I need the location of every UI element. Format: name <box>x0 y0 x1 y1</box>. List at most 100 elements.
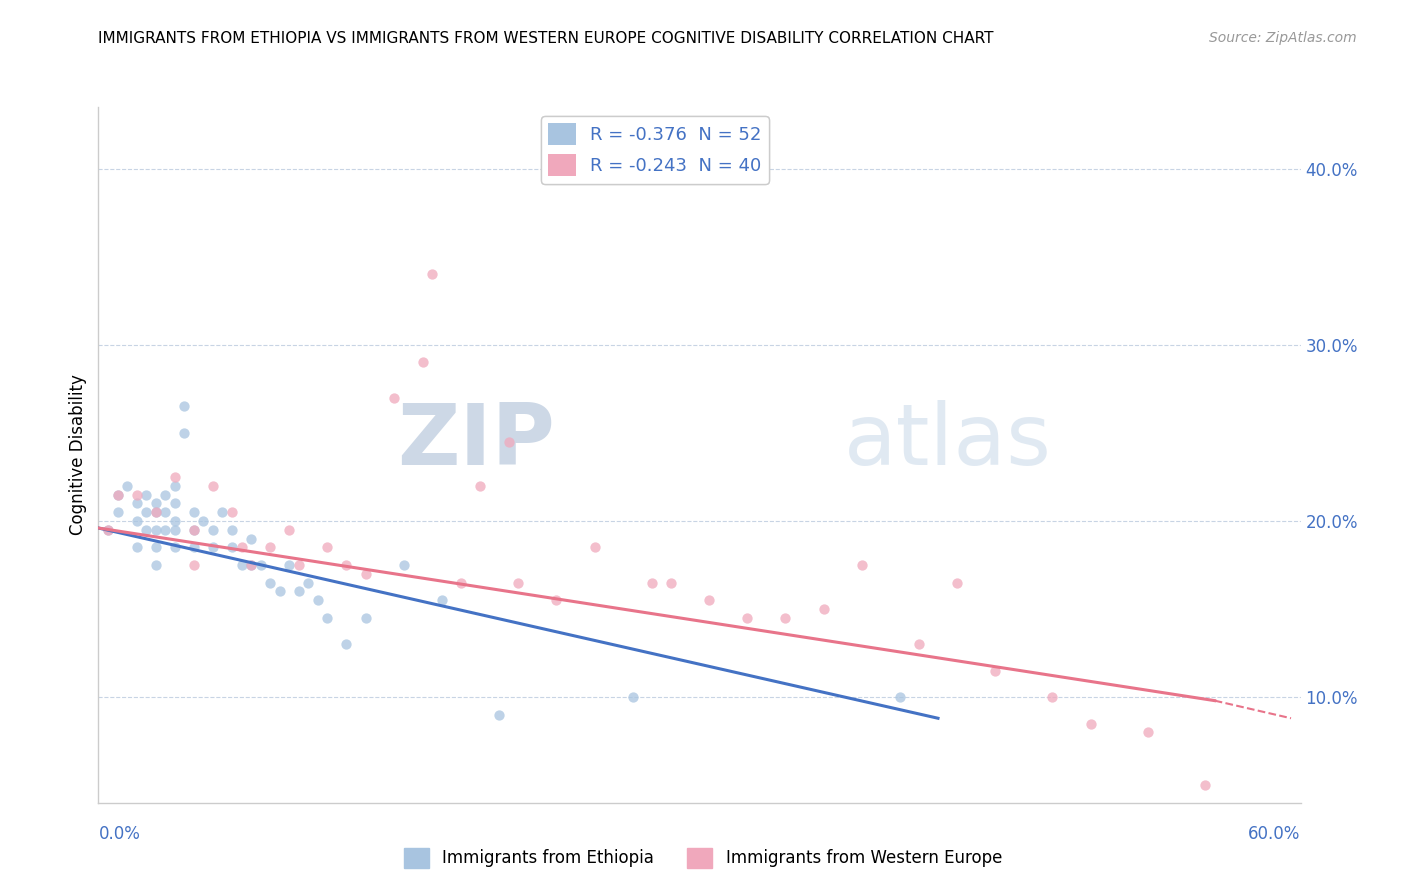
Point <box>97 523 120 537</box>
Point <box>259 541 281 555</box>
Point <box>546 593 568 607</box>
Point <box>163 523 186 537</box>
Point <box>145 496 167 510</box>
Point <box>508 575 530 590</box>
Point <box>163 541 186 555</box>
Point <box>641 575 664 590</box>
Point <box>155 523 177 537</box>
Point <box>1042 690 1064 705</box>
Point <box>135 505 157 519</box>
Text: atlas: atlas <box>844 400 1052 483</box>
Point <box>201 541 224 555</box>
Point <box>173 425 195 440</box>
Point <box>422 268 444 282</box>
Point <box>430 593 453 607</box>
Point <box>269 584 291 599</box>
Point <box>221 505 243 519</box>
Point <box>908 637 931 651</box>
Point <box>240 558 263 572</box>
Point <box>498 434 520 449</box>
Point <box>183 523 205 537</box>
Point <box>316 541 339 555</box>
Point <box>1136 725 1159 739</box>
Point <box>231 541 253 555</box>
Point <box>163 496 186 510</box>
Point <box>193 514 215 528</box>
Point <box>145 523 167 537</box>
Point <box>621 690 644 705</box>
Point <box>249 558 271 572</box>
Point <box>155 505 177 519</box>
Point <box>145 541 167 555</box>
Point <box>145 558 167 572</box>
Point <box>107 487 129 501</box>
Text: IMMIGRANTS FROM ETHIOPIA VS IMMIGRANTS FROM WESTERN EUROPE COGNITIVE DISABILITY : IMMIGRANTS FROM ETHIOPIA VS IMMIGRANTS F… <box>98 31 994 46</box>
Point <box>221 541 243 555</box>
Legend: R = -0.376  N = 52, R = -0.243  N = 40: R = -0.376 N = 52, R = -0.243 N = 40 <box>541 116 769 184</box>
Point <box>163 479 186 493</box>
Point <box>659 575 682 590</box>
Point <box>287 584 309 599</box>
Point <box>889 690 911 705</box>
Point <box>115 479 138 493</box>
Point <box>946 575 969 590</box>
Point <box>354 611 377 625</box>
Text: ZIP: ZIP <box>398 400 555 483</box>
Point <box>231 558 253 572</box>
Point <box>135 523 157 537</box>
Point <box>97 523 120 537</box>
Point <box>851 558 873 572</box>
Text: 0.0%: 0.0% <box>98 825 141 843</box>
Point <box>354 566 377 581</box>
Legend: Immigrants from Ethiopia, Immigrants from Western Europe: Immigrants from Ethiopia, Immigrants fro… <box>398 841 1008 875</box>
Point <box>201 479 224 493</box>
Point <box>201 523 224 537</box>
Point <box>183 505 205 519</box>
Point <box>984 664 1007 678</box>
Point <box>107 487 129 501</box>
Point <box>125 487 148 501</box>
Point <box>278 558 301 572</box>
Point <box>259 575 281 590</box>
Point <box>316 611 339 625</box>
Point <box>335 558 357 572</box>
Point <box>135 487 157 501</box>
Point <box>1080 716 1102 731</box>
Point <box>173 400 195 414</box>
Point <box>307 593 329 607</box>
Point <box>335 637 357 651</box>
Point <box>145 505 167 519</box>
Point <box>183 541 205 555</box>
Point <box>468 479 491 493</box>
Point <box>125 496 148 510</box>
Point <box>183 558 205 572</box>
Point <box>221 523 243 537</box>
Point <box>697 593 720 607</box>
Point <box>240 558 263 572</box>
Point <box>240 532 263 546</box>
Point <box>412 355 434 369</box>
Point <box>183 523 205 537</box>
Point <box>211 505 233 519</box>
Point <box>287 558 309 572</box>
Point <box>813 602 835 616</box>
Point <box>107 505 129 519</box>
Point <box>163 514 186 528</box>
Point <box>163 470 186 484</box>
Y-axis label: Cognitive Disability: Cognitive Disability <box>69 375 87 535</box>
Point <box>775 611 797 625</box>
Point <box>125 514 148 528</box>
Point <box>735 611 758 625</box>
Point <box>145 505 167 519</box>
Point <box>583 541 606 555</box>
Point <box>488 707 510 722</box>
Text: 60.0%: 60.0% <box>1249 825 1301 843</box>
Text: Source: ZipAtlas.com: Source: ZipAtlas.com <box>1209 31 1357 45</box>
Point <box>297 575 319 590</box>
Point <box>1194 778 1216 792</box>
Point <box>450 575 472 590</box>
Point <box>155 487 177 501</box>
Point <box>278 523 301 537</box>
Point <box>382 391 405 405</box>
Point <box>392 558 415 572</box>
